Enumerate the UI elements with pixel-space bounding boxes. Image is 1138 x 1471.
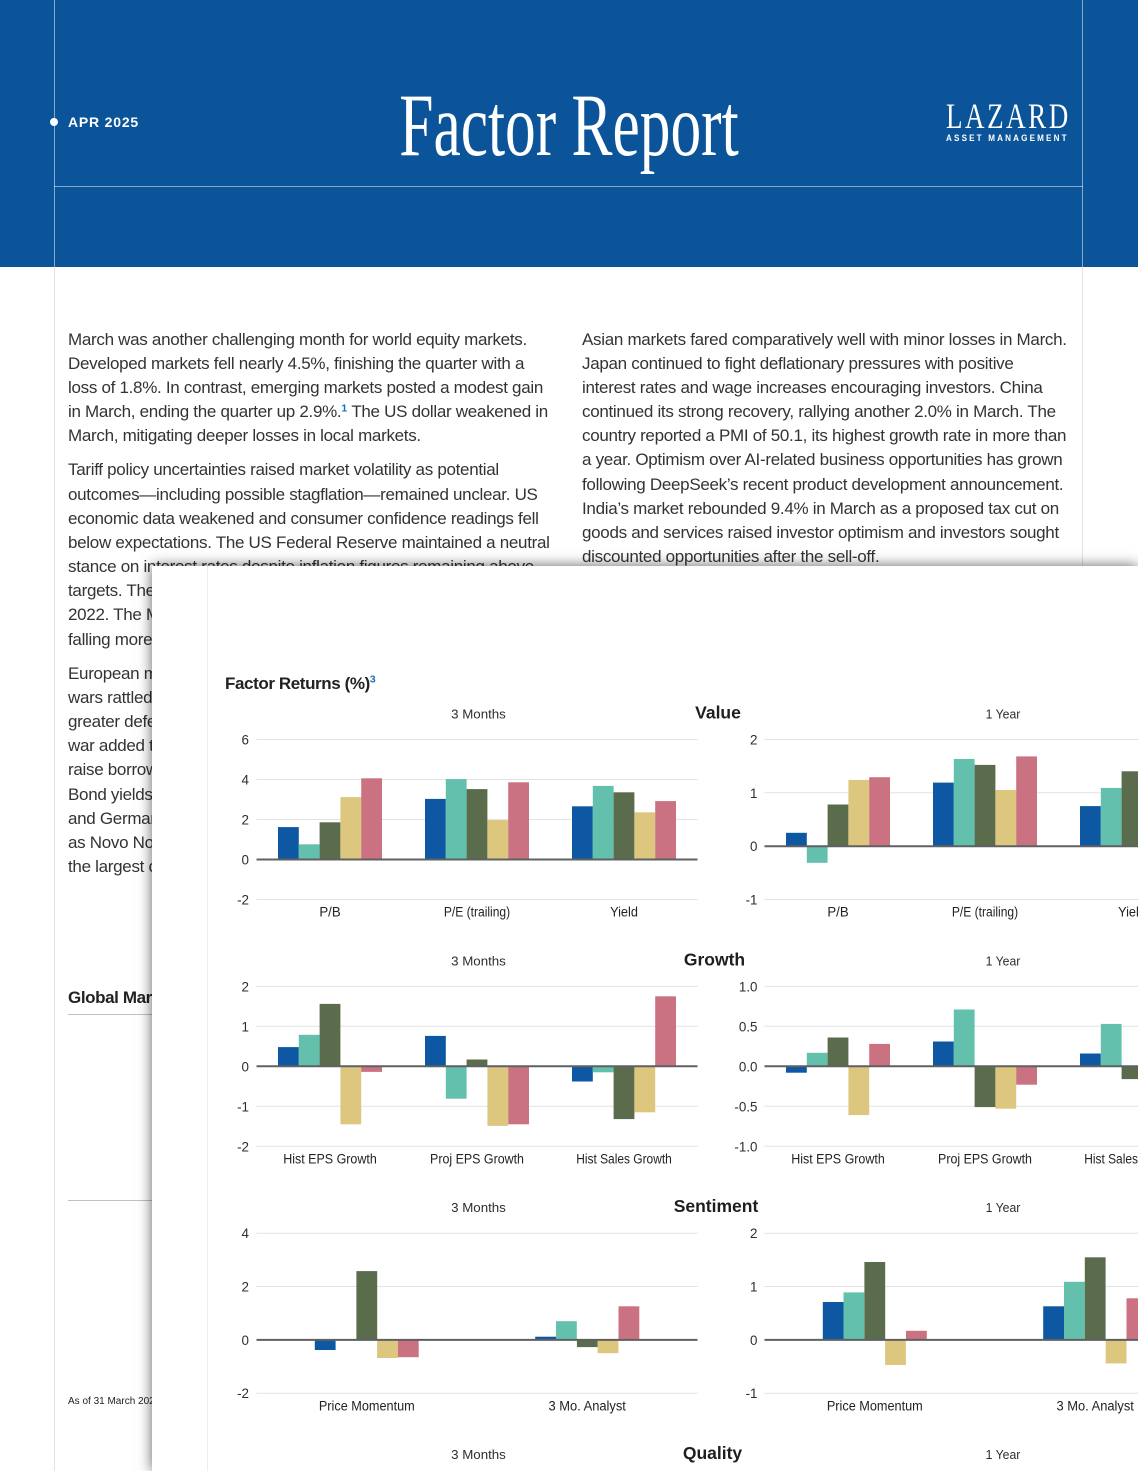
svg-text:Sentiment: Sentiment	[674, 1196, 759, 1216]
svg-text:0: 0	[242, 853, 249, 868]
svg-text:Yield: Yield	[610, 905, 638, 921]
svg-text:Price Momentum: Price Momentum	[827, 1398, 923, 1414]
svg-text:2: 2	[750, 733, 757, 748]
svg-text:3 Mo. Analyst: 3 Mo. Analyst	[549, 1398, 626, 1414]
svg-text:3 Months: 3 Months	[451, 1200, 506, 1215]
svg-text:1.0: 1.0	[739, 979, 758, 994]
svg-text:4: 4	[242, 1226, 250, 1241]
svg-text:6: 6	[242, 733, 249, 748]
svg-text:Proj EPS Growth: Proj EPS Growth	[938, 1152, 1032, 1168]
svg-text:-1: -1	[746, 1386, 758, 1401]
svg-text:0.0: 0.0	[739, 1059, 758, 1074]
svg-text:0.5: 0.5	[739, 1019, 758, 1034]
svg-text:1 Year: 1 Year	[986, 1200, 1021, 1215]
svg-text:P/E (trailing): P/E (trailing)	[952, 905, 1018, 921]
svg-text:-1: -1	[746, 893, 758, 908]
svg-text:P/B: P/B	[319, 905, 340, 921]
svg-text:3 Mo. Analyst: 3 Mo. Analyst	[1057, 1398, 1134, 1414]
svg-text:-1: -1	[237, 1099, 249, 1114]
svg-text:1: 1	[750, 786, 757, 801]
svg-text:Growth: Growth	[684, 949, 745, 969]
svg-text:2: 2	[242, 1280, 249, 1295]
svg-text:P/B: P/B	[827, 905, 848, 921]
svg-text:0: 0	[242, 1333, 249, 1348]
svg-text:0: 0	[750, 1333, 757, 1348]
svg-text:3 Months: 3 Months	[451, 953, 506, 968]
svg-text:Price Momentum: Price Momentum	[319, 1398, 415, 1414]
svg-text:-0.5: -0.5	[734, 1099, 757, 1114]
svg-text:-2: -2	[237, 1139, 249, 1154]
svg-text:Hist EPS Growth: Hist EPS Growth	[283, 1152, 377, 1168]
svg-text:Yield: Yield	[1118, 905, 1138, 921]
svg-text:-2: -2	[237, 1386, 249, 1401]
svg-text:Proj EPS Growth: Proj EPS Growth	[430, 1152, 524, 1168]
svg-text:2: 2	[750, 1226, 757, 1241]
svg-text:2: 2	[242, 813, 249, 828]
svg-text:P/E (trailing): P/E (trailing)	[444, 905, 510, 921]
svg-text:0: 0	[242, 1059, 249, 1074]
svg-text:Hist Sales Growth: Hist Sales Growth	[576, 1152, 672, 1168]
svg-text:-2: -2	[237, 893, 249, 908]
svg-text:4: 4	[242, 773, 250, 788]
svg-text:1: 1	[750, 1280, 757, 1295]
svg-text:1 Year: 1 Year	[986, 1447, 1021, 1462]
svg-text:Quality: Quality	[683, 1443, 743, 1463]
svg-text:1: 1	[242, 1019, 249, 1034]
svg-text:3 Months: 3 Months	[451, 1447, 506, 1462]
svg-text:0: 0	[750, 839, 757, 854]
svg-text:2: 2	[242, 979, 249, 994]
svg-text:3 Months: 3 Months	[451, 707, 506, 722]
svg-text:1 Year: 1 Year	[986, 953, 1021, 968]
svg-text:Value: Value	[695, 703, 741, 723]
svg-text:Hist EPS Growth: Hist EPS Growth	[791, 1152, 885, 1168]
svg-text:1 Year: 1 Year	[986, 707, 1021, 722]
svg-text:Hist Sales Growth: Hist Sales Growth	[1084, 1152, 1138, 1168]
svg-text:-1.0: -1.0	[734, 1139, 757, 1154]
